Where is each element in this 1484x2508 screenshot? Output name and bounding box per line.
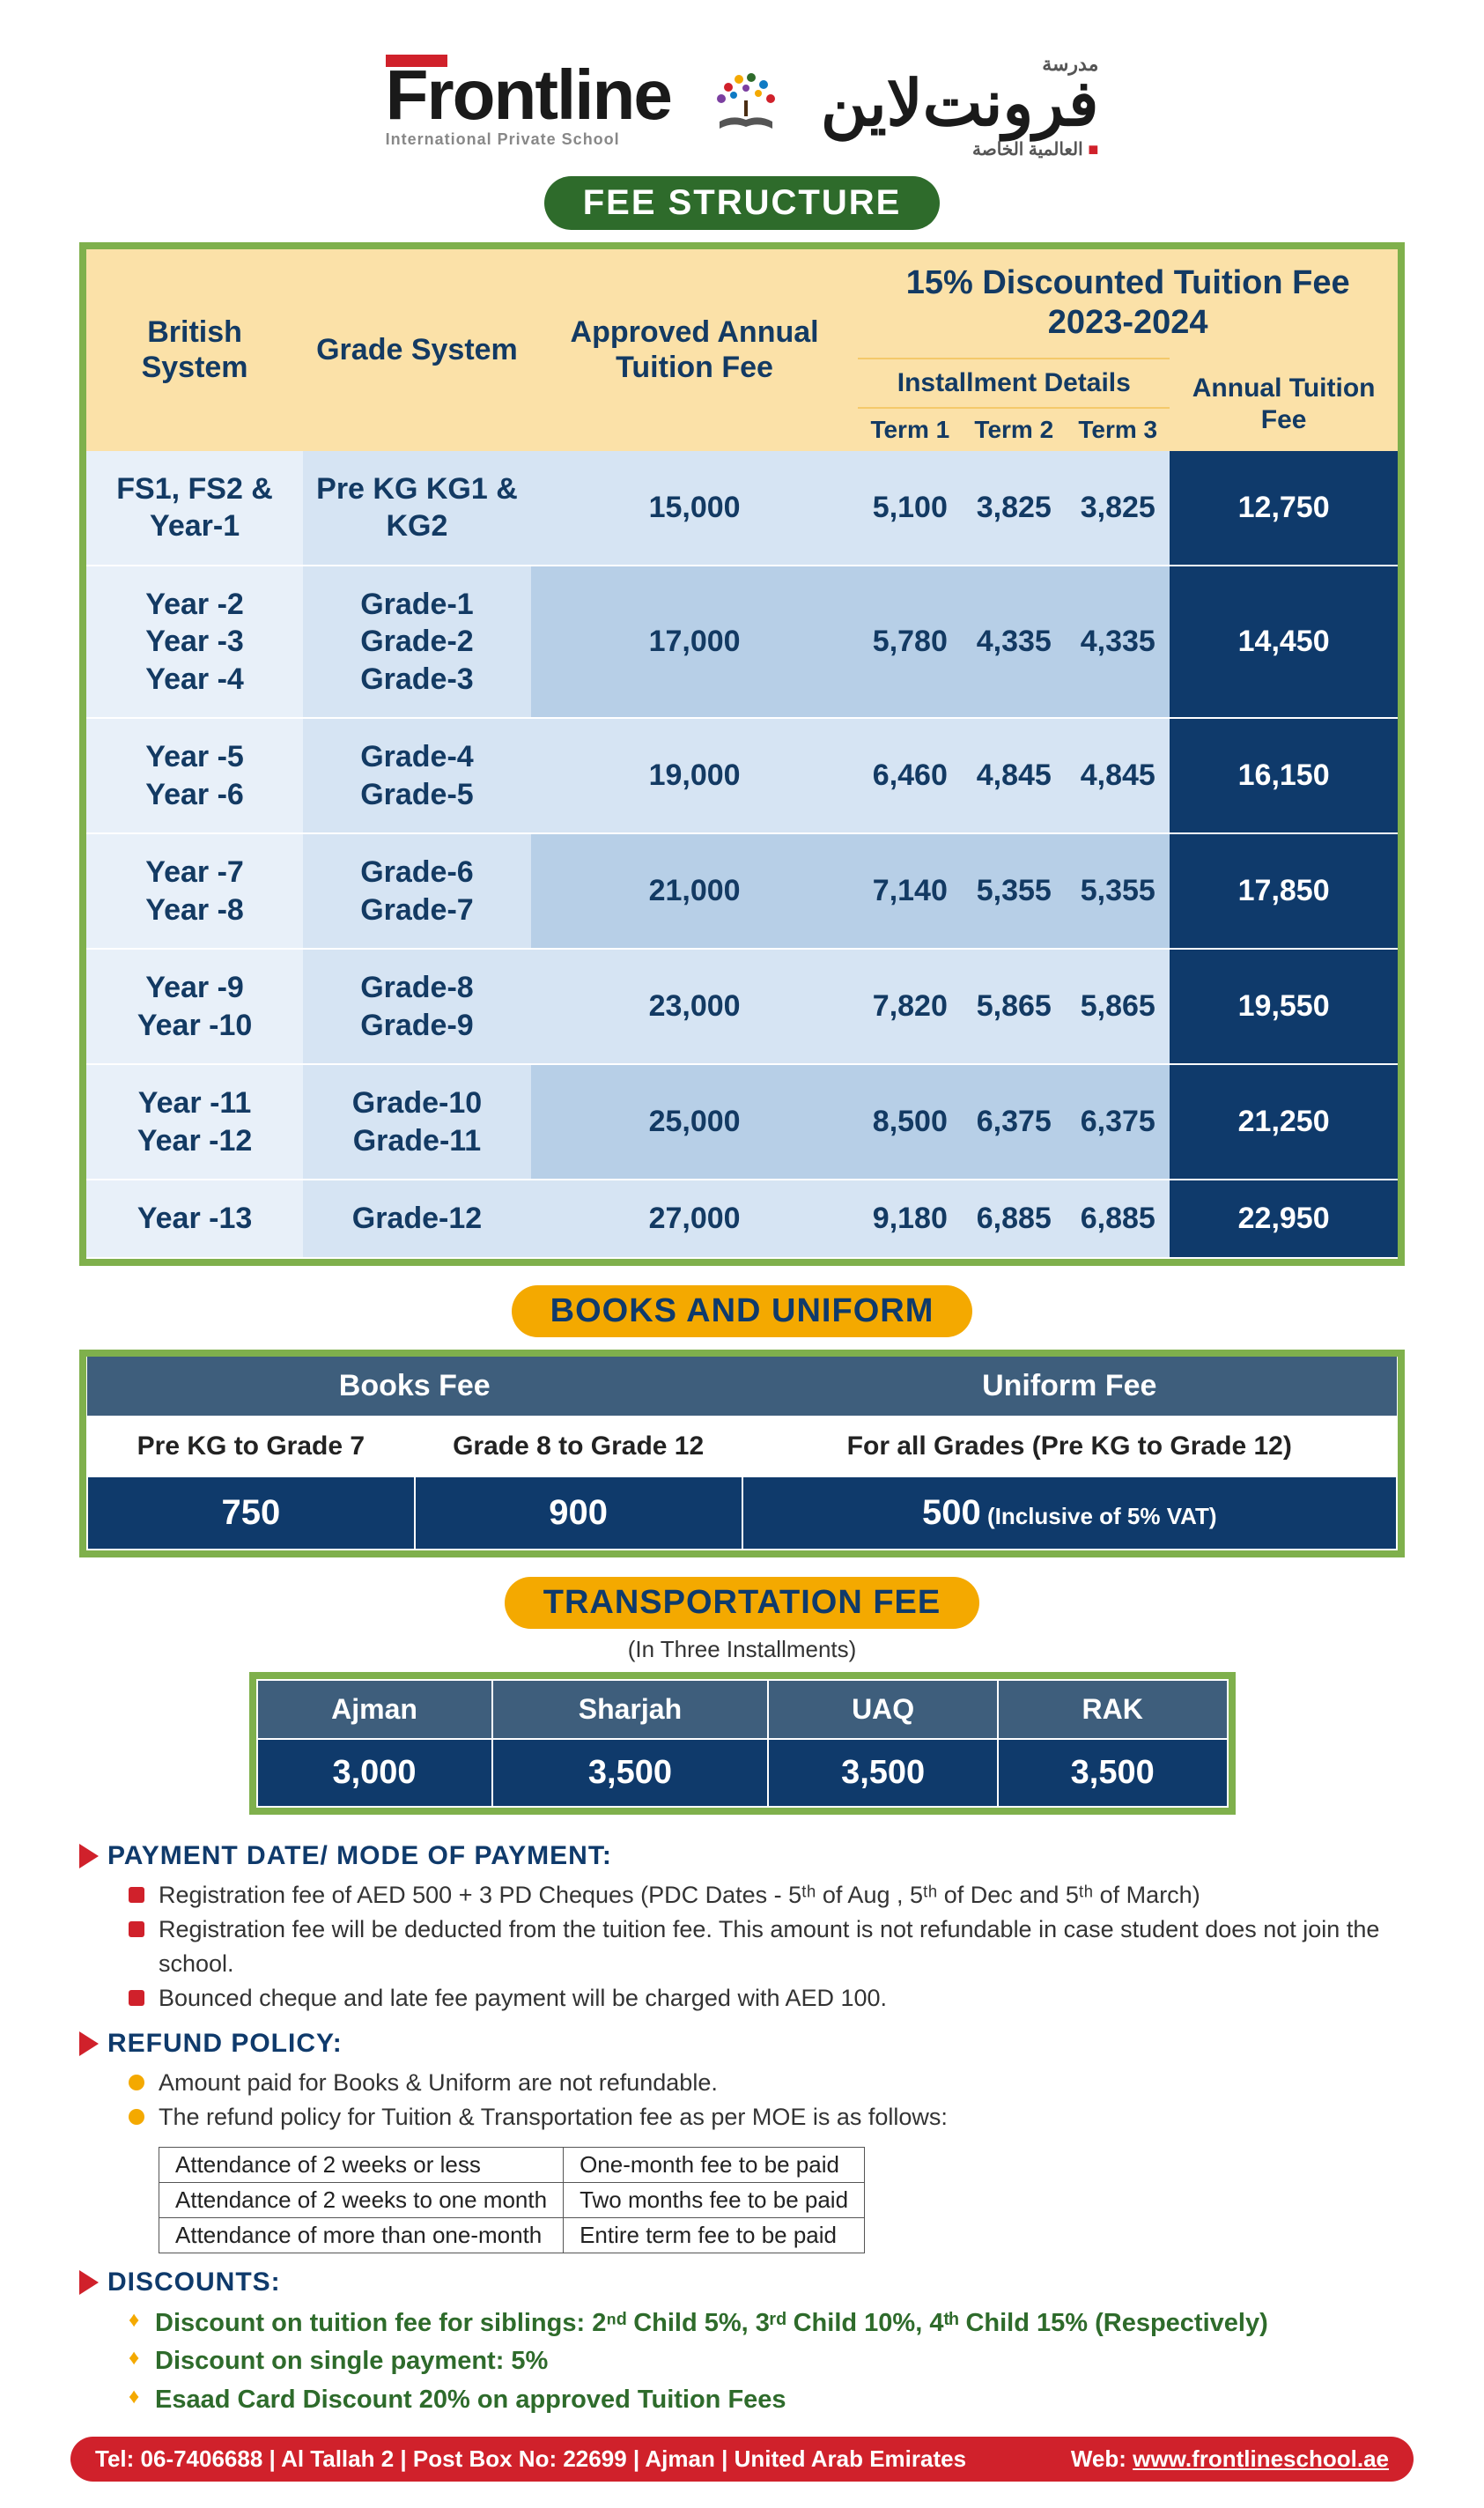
transport-val: 3,000 [257,1739,492,1807]
col-approved: Approved Annual Tuition Fee [531,249,859,451]
transport-col: Ajman [257,1680,492,1739]
transport-col: Sharjah [492,1680,769,1739]
list-item: The refund policy for Tuition & Transpor… [129,2100,1405,2134]
transport-val: 3,500 [998,1739,1228,1807]
fee-row: FS1, FS2 & Year-1Pre KG KG1 & KG215,0005… [86,451,1398,566]
footer-web: Web: www.frontlineschool.ae [1071,2445,1389,2473]
fee-row: Year -11Year -12Grade-10Grade-1125,0008,… [86,1064,1398,1180]
col-british: British System [86,249,303,451]
col-term1: Term 1 [858,408,962,451]
list-item: Bounced cheque and late fee payment will… [129,1981,1405,2016]
footer-contact: Tel: 06-7406688 | Al Tallah 2 | Post Box… [95,2445,966,2473]
uniform-fee: 500 (Inclusive of 5% VAT) [742,1476,1398,1550]
transport-table: AjmanSharjahUAQRAK 3,0003,5003,5003,500 [256,1679,1229,1808]
col-grade: Grade System [303,249,531,451]
refund-row: Attendance of 2 weeks or lessOne-month f… [159,2147,865,2182]
list-item: Registration fee of AED 500 + 3 PD Chequ… [129,1878,1405,1912]
books-uniform-wrap: Books Fee Uniform Fee Pre KG to Grade 7 … [79,1350,1405,1557]
transport-col: RAK [998,1680,1228,1739]
refund-list: Amount paid for Books & Uniform are not … [129,2066,1405,2134]
fee-table-wrap: British System Grade System Approved Ann… [79,242,1405,1266]
refund-table: Attendance of 2 weeks or lessOne-month f… [159,2147,865,2253]
books-uniform-table: Books Fee Uniform Fee Pre KG to Grade 7 … [86,1357,1398,1550]
books-range-a: Pre KG to Grade 7 [87,1417,415,1476]
section-discounts-heading: DISCOUNTS: [79,2268,1405,2297]
col-installment: Installment Details [858,359,1170,408]
books-fee-b: 900 [415,1476,742,1550]
uniform-fee-header: Uniform Fee [742,1357,1398,1417]
triangle-icon [79,2031,99,2056]
triangle-icon [79,1844,99,1868]
col-discount-title: 15% Discounted Tuition Fee 2023-2024 [858,249,1398,359]
heading-books-uniform: BOOKS AND UNIFORM [512,1285,973,1337]
discounts-list: Discount on tuition fee for siblings: 2ⁿ… [129,2305,1405,2420]
transport-val: 3,500 [492,1739,769,1807]
fee-row: Year -5Year -6Grade-4Grade-519,0006,4604… [86,718,1398,833]
list-item: Registration fee will be deducted from t… [129,1912,1405,1981]
refund-row: Attendance of 2 weeks to one monthTwo mo… [159,2182,865,2217]
payment-list: Registration fee of AED 500 + 3 PD Chequ… [129,1878,1405,2016]
heading-fee-structure: FEE STRUCTURE [544,176,941,230]
fee-row: Year -13Grade-1227,0009,1806,8856,88522,… [86,1180,1398,1258]
logo-ar-text: فرونت‌لاين [821,76,1099,133]
logo-ar-sub: العالمية الخاصة [972,140,1083,159]
uniform-range: For all Grades (Pre KG to Grade 12) [742,1417,1398,1476]
fee-row: Year -2Year -3Year -4Grade-1Grade-2Grade… [86,566,1398,719]
list-item: Amount paid for Books & Uniform are not … [129,2066,1405,2100]
section-payment-heading: PAYMENT DATE/ MODE OF PAYMENT: [79,1841,1405,1871]
tree-book-icon [698,58,794,155]
triangle-icon [79,2270,99,2295]
footer-link[interactable]: www.frontlineschool.ae [1133,2445,1389,2472]
refund-row: Attendance of more than one-monthEntire … [159,2217,865,2253]
logo-english: Frontline International Private School [386,63,671,149]
transport-wrap: AjmanSharjahUAQRAK 3,0003,5003,5003,500 [249,1672,1236,1815]
col-annual: Annual Tuition Fee [1170,359,1398,451]
transport-subtitle: (In Three Installments) [79,1636,1405,1663]
section-refund-heading: REFUND POLICY: [79,2029,1405,2059]
transport-col: UAQ [768,1680,998,1739]
list-item: Discount on single payment: 5% [129,2342,1405,2381]
logo-en-text: Frontline [386,55,671,134]
heading-transport: TRANSPORTATION FEE [505,1577,979,1629]
footer-bar: Tel: 06-7406688 | Al Tallah 2 | Post Box… [70,2437,1414,2482]
col-term3: Term 3 [1066,408,1170,451]
fee-row: Year -7Year -8Grade-6Grade-721,0007,1405… [86,833,1398,949]
books-range-b: Grade 8 to Grade 12 [415,1417,742,1476]
fee-table: British System Grade System Approved Ann… [86,249,1398,1259]
logo-row: Frontline International Private School م… [79,53,1405,160]
books-fee-a: 750 [87,1476,415,1550]
logo-arabic: مدرسة فرونت‌لاين ■ العالمية الخاصة [821,53,1099,160]
list-item: Esaad Card Discount 20% on approved Tuit… [129,2381,1405,2420]
transport-val: 3,500 [768,1739,998,1807]
fee-row: Year -9Year -10Grade-8Grade-923,0007,820… [86,949,1398,1064]
list-item: Discount on tuition fee for siblings: 2ⁿ… [129,2305,1405,2343]
col-term2: Term 2 [962,408,1066,451]
books-fee-header: Books Fee [87,1357,742,1417]
